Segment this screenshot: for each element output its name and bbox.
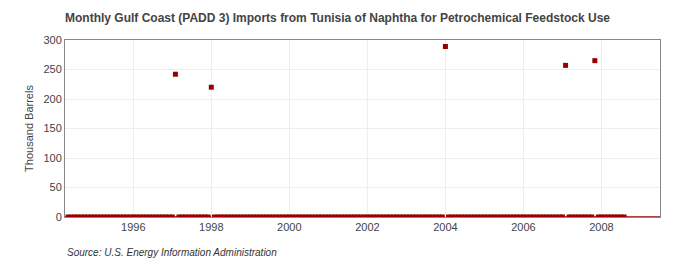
svg-text:50: 50 (50, 181, 62, 193)
svg-text:300: 300 (43, 34, 61, 46)
svg-text:1998: 1998 (199, 221, 223, 233)
svg-text:2000: 2000 (277, 221, 301, 233)
svg-text:2002: 2002 (355, 221, 379, 233)
svg-text:200: 200 (43, 93, 61, 105)
svg-text:1996: 1996 (121, 221, 145, 233)
svg-text:0: 0 (56, 211, 62, 223)
svg-text:Thousand Barrels: Thousand Barrels (23, 85, 35, 172)
svg-text:2004: 2004 (433, 221, 457, 233)
svg-text:2008: 2008 (589, 221, 613, 233)
svg-text:Source: U.S. Energy Informatio: Source: U.S. Energy Information Administ… (67, 247, 277, 258)
svg-text:Monthly Gulf Coast (PADD 3) Im: Monthly Gulf Coast (PADD 3) Imports from… (65, 11, 610, 25)
svg-text:250: 250 (43, 63, 61, 75)
svg-text:2006: 2006 (511, 221, 535, 233)
svg-text:100: 100 (43, 152, 61, 164)
svg-text:150: 150 (43, 122, 61, 134)
